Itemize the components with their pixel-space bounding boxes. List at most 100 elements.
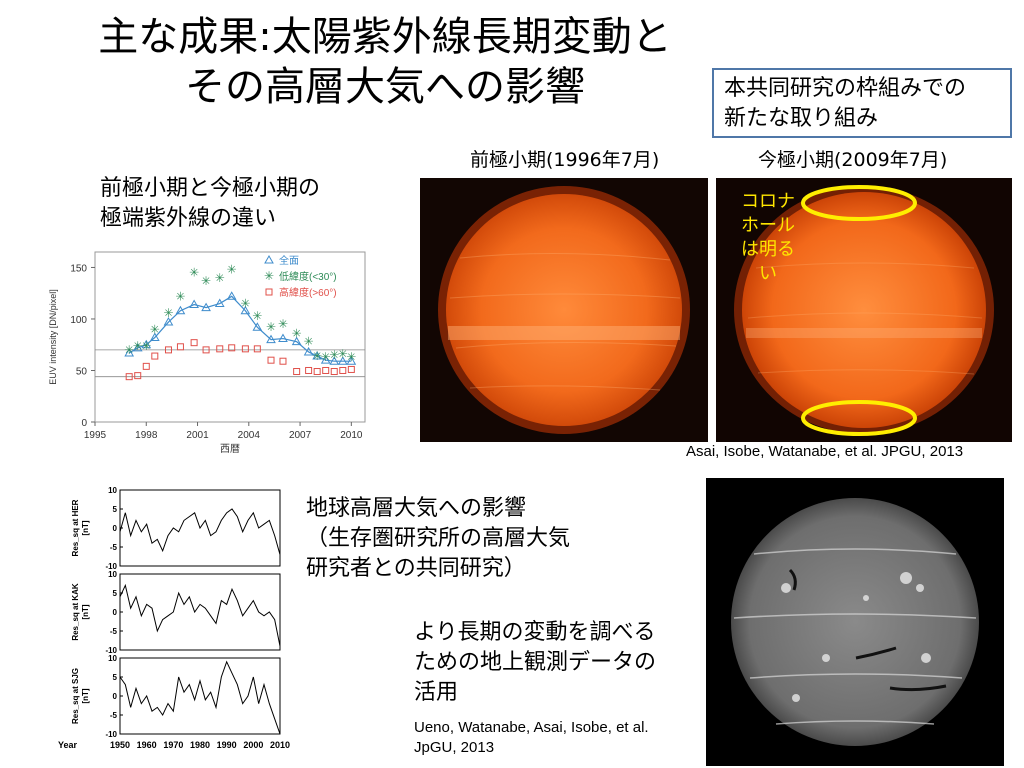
- data-point-all: [303, 346, 314, 356]
- data-point-all: [346, 356, 357, 365]
- title-line-1: 主な成果:太陽紫外線長期変動と: [98, 14, 672, 60]
- ueno-citation-line-1: Ueno, Watanabe, Asai, Isobe, et al.: [414, 719, 649, 736]
- coronal-note-line: は明る: [741, 239, 795, 260]
- data-point-low-lat: ✳: [312, 349, 322, 363]
- y-tick-label: 0: [113, 608, 118, 617]
- slide-title: 主な成果:太陽紫外線長期変動と その高層大気への影響: [40, 12, 730, 112]
- x-tick-label: 2004: [238, 430, 261, 441]
- y-tick-label: 10: [108, 570, 117, 579]
- data-point-all: [175, 305, 186, 315]
- series-line: [128, 295, 352, 362]
- euv-citation: Asai, Isobe, Watanabe, et al. JPGU, 2013: [686, 443, 964, 460]
- north-coronal-hole-marker: [801, 185, 917, 221]
- euv-intensity-chart: 1995 1998 2001 2004 2007 2010 0 50 100 150 西暦 EUV i…: [48, 251, 366, 455]
- data-point-high-lat: [267, 356, 275, 364]
- euv-heading: 前極小期と今極小期の 極端紫外線の違い: [100, 174, 320, 234]
- data-point-all: [266, 334, 276, 344]
- y-axis-label: EUV intensity [DN/pixel]: [48, 289, 58, 385]
- y-tick-label: 150: [70, 263, 87, 274]
- legend-marker: [265, 288, 273, 296]
- residual-series-line: [119, 660, 281, 735]
- data-point-all: [141, 339, 152, 349]
- ground-obs-line-2: ための地上観測データの: [414, 650, 657, 675]
- data-point-all: [201, 302, 211, 312]
- data-point-high-lat: [279, 357, 287, 365]
- south-coronal-hole-marker: [801, 400, 917, 436]
- x-axis-label: Year: [58, 740, 78, 750]
- data-point-high-lat: [241, 345, 249, 353]
- coronal-hole-note: コロナ ホール は明る い: [728, 190, 808, 286]
- euv-heading-line-1: 前極小期と今極小期の: [100, 176, 321, 201]
- data-point-high-lat: [176, 343, 184, 351]
- y-tick-label: -5: [110, 543, 118, 552]
- ground-obs-line-3: 活用: [414, 680, 459, 705]
- y-tick-label: 100: [70, 315, 87, 326]
- data-point-high-lat: [339, 366, 347, 374]
- data-point-all: [329, 356, 340, 365]
- data-point-high-lat: [293, 368, 301, 376]
- data-point-high-lat: [253, 345, 261, 353]
- y-tick-label: -10: [105, 730, 117, 739]
- panel-ylabel-unit: [nT]: [81, 604, 90, 619]
- data-point-low-lat: ✳: [201, 274, 211, 288]
- panel-ylabel: Res_sq at KAK: [71, 583, 80, 641]
- plot-frame: [94, 251, 366, 423]
- data-point-low-lat: ✳: [240, 297, 250, 311]
- data-point-low-lat: ✳: [329, 348, 339, 362]
- data-point-low-lat: ✳: [141, 339, 151, 353]
- solar-euv-image-2009: [716, 178, 1012, 442]
- upper-atmo-line-3: 研究者との共同研究）: [306, 556, 526, 581]
- solar-euv-image-1996: [420, 178, 708, 442]
- legend-marker: ✳: [264, 269, 274, 283]
- y-tick-label: 5: [113, 505, 118, 514]
- upper-atmo-line-1: 地球高層大気への影響: [306, 496, 527, 521]
- x-tick-label: 2010: [340, 430, 363, 441]
- data-point-low-lat: ✳: [338, 347, 348, 361]
- residual-series-line: [119, 508, 281, 555]
- panel-ylabel-unit: [nT]: [81, 520, 90, 535]
- coronal-note-line: い: [759, 263, 777, 284]
- x-tick-label: 1990: [217, 740, 237, 750]
- data-point-high-lat: [347, 365, 355, 373]
- data-point-high-lat: [216, 345, 224, 353]
- x-tick-label: 1970: [163, 740, 183, 750]
- x-tick-label: 1980: [190, 740, 210, 750]
- y-tick-label: 5: [113, 673, 118, 682]
- data-point-low-lat: ✳: [133, 339, 143, 353]
- data-point-all: [252, 322, 263, 331]
- x-tick-label: 1998: [135, 430, 158, 441]
- panel-ylabel: Res_sq at SJG: [71, 668, 80, 724]
- data-point-high-lat: [322, 366, 330, 374]
- data-point-high-lat: [228, 344, 236, 352]
- y-tick-label: -5: [110, 711, 118, 720]
- data-point-low-lat: ✳: [215, 271, 225, 285]
- y-tick-label: -5: [110, 627, 118, 636]
- y-tick-label: -10: [105, 562, 117, 571]
- data-point-low-lat: ✳: [252, 309, 262, 323]
- note-line-1: 本共同研究の枠組みでの: [724, 76, 967, 101]
- coronal-note-line: コロナ: [741, 191, 795, 212]
- panel-ylabel-unit: [nT]: [81, 688, 90, 703]
- data-point-all: [240, 305, 251, 315]
- data-point-all: [337, 356, 348, 365]
- data-point-low-lat: ✳: [278, 317, 288, 331]
- upper-atmo-heading: 地球高層大気への影響 （生存圏研究所の高層大気 研究者との共同研究）: [306, 494, 570, 584]
- data-point-low-lat: ✳: [175, 289, 185, 303]
- data-point-high-lat: [134, 372, 142, 380]
- data-point-all: [132, 342, 143, 352]
- x-tick-label: 2010: [270, 740, 290, 750]
- x-tick-label: 1950: [110, 740, 130, 750]
- data-point-low-lat: ✳: [266, 320, 276, 334]
- framework-note-box: 本共同研究の枠組みでの 新たな取り組み: [712, 68, 1012, 138]
- ueno-citation: Ueno, Watanabe, Asai, Isobe, et al. JpGU…: [414, 718, 649, 758]
- y-tick-label: 0: [113, 524, 118, 533]
- residual-series-line: [119, 583, 281, 647]
- data-point-low-lat: ✳: [304, 335, 314, 349]
- data-point-all: [226, 291, 237, 300]
- y-tick-label: 10: [108, 486, 117, 495]
- data-point-low-lat: ✳: [292, 326, 302, 340]
- data-point-all: [124, 347, 135, 357]
- x-tick-label: 1960: [137, 740, 157, 750]
- data-point-high-lat: [330, 368, 338, 376]
- data-point-all: [312, 351, 323, 360]
